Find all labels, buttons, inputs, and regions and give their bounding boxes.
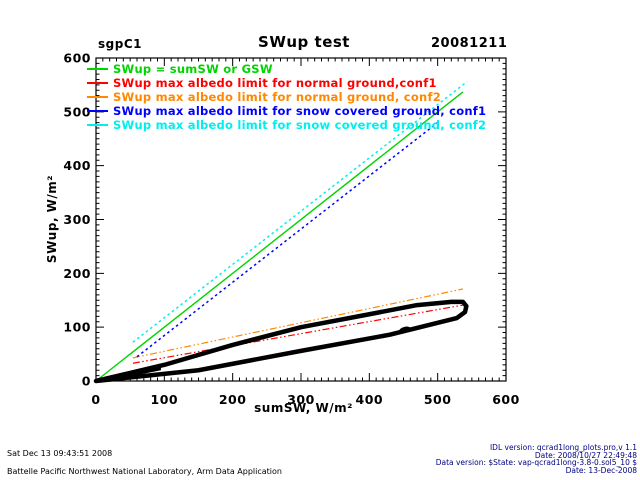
y-tick-label: 100 <box>63 320 91 335</box>
y-tick-label: 600 <box>63 51 91 66</box>
series-line <box>132 288 464 359</box>
x-tick-label: 100 <box>151 392 179 407</box>
y-axis-title: SWup, W/m² <box>45 174 59 264</box>
idl-date-label: Date: 2008/10/27 22:49:48 <box>534 450 637 460</box>
data-version-label: Data version: $State: vap-qcrad1long-3.8… <box>435 458 637 467</box>
x-tick-label: 300 <box>287 392 315 407</box>
x-tick-label: 0 <box>91 392 100 407</box>
x-tick-label: 600 <box>492 392 520 407</box>
site-label: sgpC1 <box>98 37 142 51</box>
footer-left: Sat Dec 13 09:43:51 2008 Battelle Pacifi… <box>7 445 282 480</box>
measurement-loop <box>93 299 469 384</box>
laboratory-label: Battelle Pacific Northwest National Labo… <box>7 467 282 476</box>
data-blob <box>399 326 411 334</box>
series-line <box>132 81 468 343</box>
x-tick-label: 500 <box>424 392 452 407</box>
series-line <box>136 122 439 358</box>
x-axis-title: sumSW, W/m² <box>254 401 353 415</box>
y-tick-label: 400 <box>63 158 91 173</box>
y-tick-label: 500 <box>63 104 91 119</box>
y-tick-label: 200 <box>63 266 91 281</box>
x-tick-label: 200 <box>219 392 247 407</box>
timestamp-label: Sat Dec 13 09:43:51 2008 <box>7 449 113 458</box>
series-line <box>132 304 464 364</box>
idl-version-label: IDL version: qcrad1long_plots.pro,v 1.1 <box>489 443 637 452</box>
plot-title: SWup test <box>258 33 350 51</box>
plot-date: 20081211 <box>431 36 508 51</box>
y-tick-label: 300 <box>63 212 91 227</box>
footer-right: IDL version: qcrad1long_plots.pro,v 1.1 … <box>436 444 637 474</box>
x-tick-label: 400 <box>356 392 384 407</box>
series-line <box>95 91 464 382</box>
plot-frame <box>95 57 507 382</box>
y-tick-label: 0 <box>82 374 91 389</box>
data-date-label: Date: 13-Dec-2008 <box>565 465 637 475</box>
